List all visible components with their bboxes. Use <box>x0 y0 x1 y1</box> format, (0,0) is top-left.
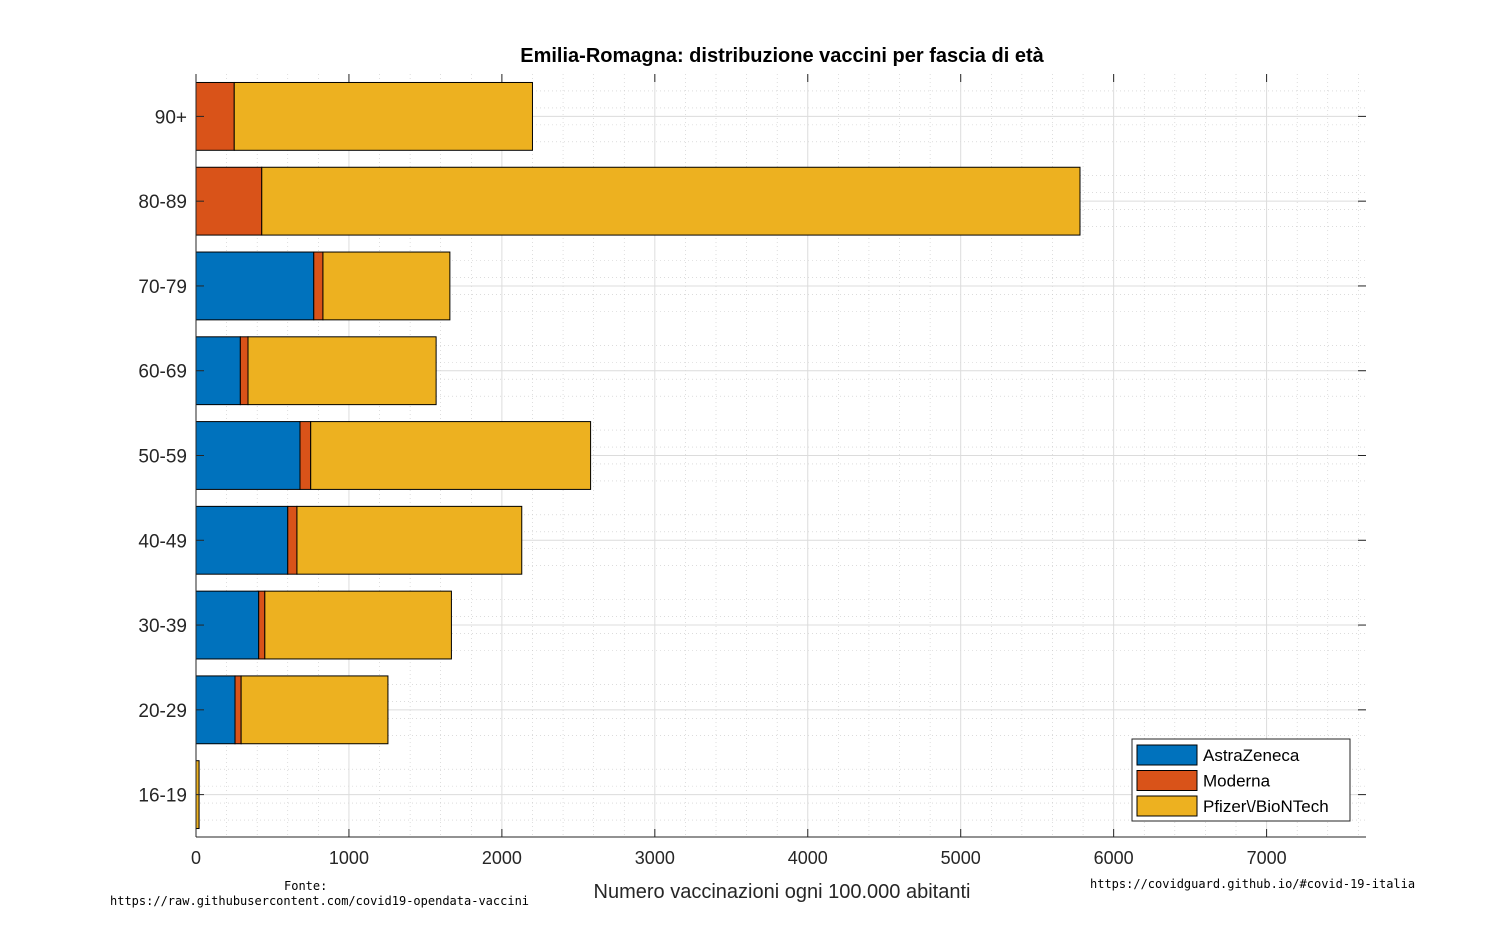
y-tick-label: 30-39 <box>138 616 187 637</box>
bar-pfizer-biontech-60-69 <box>247 336 437 406</box>
bar-astrazeneca-40-49 <box>195 505 289 575</box>
bar-moderna-40-49 <box>287 505 298 575</box>
y-tick-label: 90+ <box>155 107 187 128</box>
x-tick-label: 4000 <box>788 848 828 868</box>
legend-label: Moderna <box>1203 772 1271 791</box>
legend-swatch-pfizer-biontech <box>1136 795 1198 817</box>
bar-astrazeneca-20-29 <box>195 675 236 745</box>
x-tick-label: 2000 <box>482 848 522 868</box>
y-tick-label: 40-49 <box>138 531 187 552</box>
x-tick-label: 1000 <box>329 848 369 868</box>
bar-astrazeneca-50-59 <box>195 421 301 490</box>
x-tick-label: 6000 <box>1094 848 1134 868</box>
bar-moderna-20-29 <box>234 675 242 745</box>
legend-swatch-moderna <box>1136 770 1198 791</box>
y-tick-label: 16-19 <box>138 786 187 807</box>
bar-moderna-60-69 <box>239 336 249 406</box>
legend: AstraZeneca Moderna Pfizer\/BioNTech <box>1131 738 1351 822</box>
bar-pfizer-biontech-20-29 <box>240 675 389 745</box>
bar-pfizer-biontech-50-59 <box>310 421 592 490</box>
bar-pfizer-biontech-90+ <box>233 81 533 151</box>
bar-astrazeneca-30-39 <box>195 590 260 660</box>
axes: 0 1000 2000 3000 4000 5000 6000 7000 16-19 20-29 3… <box>138 74 1366 868</box>
bars <box>195 81 1081 830</box>
x-tick-label: 5000 <box>941 848 981 868</box>
bar-pfizer-biontech-40-49 <box>296 505 523 575</box>
source-site-url: https://covidguard.github.io/#covid-19-i… <box>1090 877 1416 891</box>
x-tick-label: 3000 <box>635 848 675 868</box>
y-tick-label: 20-29 <box>138 701 187 722</box>
bar-astrazeneca-70-79 <box>195 251 315 321</box>
legend-label: Pfizer\/BioNTech <box>1203 797 1329 816</box>
bar-pfizer-biontech-80-89 <box>261 166 1081 236</box>
x-axis-label: Numero vaccinazioni ogni 100.000 abitant… <box>594 881 971 903</box>
bar-moderna-30-39 <box>258 590 266 660</box>
y-tick-label: 50-59 <box>138 447 187 468</box>
y-tick-label: 70-79 <box>138 277 187 298</box>
x-tick-label: 0 <box>191 848 201 868</box>
chart-title: Emilia-Romagna: distribuzione vaccini pe… <box>520 45 1044 67</box>
legend-label: AstraZeneca <box>1203 746 1300 765</box>
bar-moderna-80-89 <box>195 166 263 236</box>
x-tick-label: 7000 <box>1247 848 1287 868</box>
y-tick-label: 80-89 <box>138 192 187 213</box>
y-tick-label: 60-69 <box>138 362 187 383</box>
source-data-url: https://raw.githubusercontent.com/covid1… <box>110 894 530 908</box>
bar-moderna-70-79 <box>313 251 324 321</box>
bar-pfizer-biontech-30-39 <box>264 590 452 660</box>
legend-swatch-astrazeneca <box>1136 744 1198 766</box>
bar-pfizer-biontech-70-79 <box>322 251 451 321</box>
source-fonte-label: Fonte: <box>284 879 328 893</box>
bar-moderna-50-59 <box>299 421 312 490</box>
